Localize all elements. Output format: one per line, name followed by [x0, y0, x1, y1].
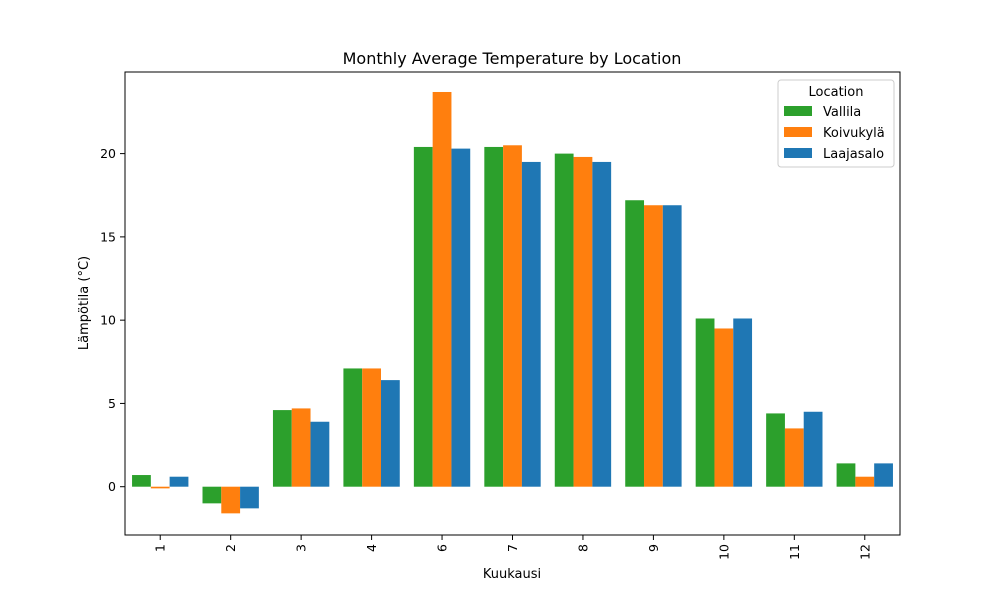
- x-tick-label: 2: [223, 544, 238, 552]
- x-tick-label: 7: [505, 544, 520, 552]
- bar-koivukyl--6: [432, 91, 452, 487]
- y-tick-label: 5: [108, 396, 116, 411]
- bar-koivukyl--3: [291, 408, 311, 487]
- bar-laajasalo-7: [521, 161, 541, 487]
- bar-koivukyl--7: [503, 145, 522, 487]
- bar-laajasalo-6: [451, 148, 471, 487]
- plot-area-frame: [124, 71, 901, 536]
- x-tick-label: 10: [716, 544, 731, 560]
- legend-swatch: [784, 106, 812, 116]
- x-axis-label: Kuukausi: [483, 567, 541, 582]
- bar-vallila-10: [695, 318, 715, 487]
- bar-koivukyl--8: [573, 156, 593, 487]
- bar-laajasalo-2: [240, 486, 259, 509]
- legend: Location Vallila Koivukylä Laajasalo: [777, 79, 895, 168]
- bar-vallila-12: [836, 463, 856, 487]
- bar-vallila-11: [766, 413, 785, 487]
- bar-laajasalo-12: [874, 463, 893, 487]
- bar-laajasalo-11: [803, 411, 823, 487]
- legend-swatch: [784, 127, 812, 137]
- legend-title: Location: [809, 85, 864, 100]
- x-tick-label: 9: [646, 544, 661, 552]
- legend-label: Koivukylä: [823, 126, 885, 141]
- y-tick-label: 20: [100, 146, 116, 161]
- bar-laajasalo-4: [380, 380, 400, 487]
- x-tick-label: 8: [575, 544, 590, 552]
- bar-laajasalo-10: [733, 318, 753, 487]
- bar-vallila-9: [625, 200, 645, 487]
- legend-label: Laajasalo: [823, 147, 884, 162]
- x-tick-label: 11: [787, 544, 802, 560]
- y-tick-label: 0: [108, 479, 116, 494]
- bar-koivukyl--9: [644, 205, 663, 487]
- bar-vallila-2: [202, 486, 222, 504]
- legend-label: Vallila: [823, 105, 861, 120]
- bar-vallila-6: [413, 146, 433, 487]
- bar-laajasalo-9: [662, 205, 682, 487]
- bar-laajasalo-8: [592, 161, 612, 487]
- y-ticks-layer: 0 5 10 15 20: [100, 146, 125, 494]
- bar-vallila-8: [554, 153, 574, 487]
- x-tick-label: 4: [364, 544, 379, 552]
- bar-laajasalo-3: [310, 421, 330, 487]
- bars-layer: [132, 91, 893, 514]
- x-tick-label: 12: [857, 544, 872, 560]
- bar-koivukyl--4: [362, 368, 381, 487]
- x-tick-label: 6: [435, 544, 450, 552]
- x-tick-label: 1: [153, 544, 168, 552]
- chart-title: Monthly Average Temperature by Location: [343, 49, 682, 68]
- x-tick-label: 3: [294, 544, 309, 552]
- bar-koivukyl--2: [221, 486, 241, 514]
- y-tick-label: 15: [100, 229, 116, 244]
- legend-box: [777, 79, 895, 168]
- legend-swatch: [784, 148, 812, 158]
- bar-koivukyl--10: [714, 328, 734, 487]
- bar-koivukyl--11: [784, 428, 804, 487]
- bar-vallila-3: [272, 410, 292, 487]
- y-tick-label: 10: [100, 313, 116, 328]
- y-axis-label: Lämpötila (°C): [77, 256, 92, 350]
- bar-koivukyl--1: [150, 486, 170, 489]
- bar-laajasalo-1: [169, 476, 189, 487]
- bar-vallila-7: [484, 146, 504, 487]
- bar-vallila-1: [132, 475, 151, 487]
- x-ticks-layer: 1 2 3 4 6 7 8 9 10 11 12: [153, 535, 872, 560]
- bar-vallila-4: [343, 368, 363, 487]
- bar-koivukyl--12: [855, 476, 875, 487]
